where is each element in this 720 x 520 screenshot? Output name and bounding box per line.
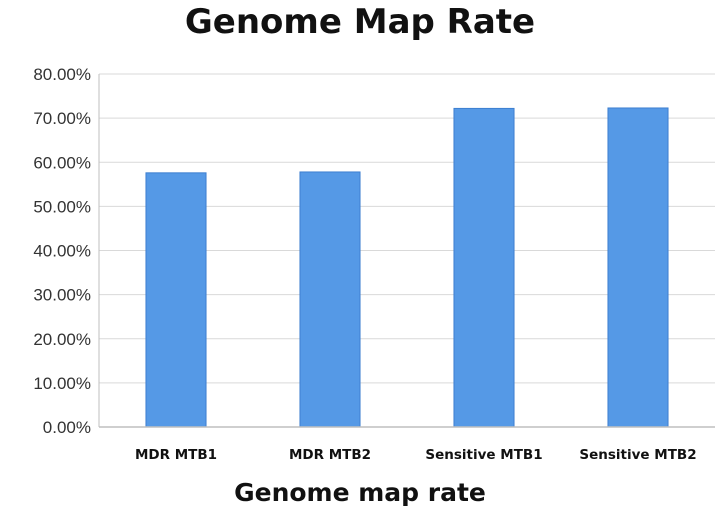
x-tick-label: Sensitive MTB1 bbox=[425, 447, 542, 463]
y-tick-label: 60.00% bbox=[33, 153, 91, 172]
y-tick-label: 70.00% bbox=[33, 109, 91, 128]
bar bbox=[145, 172, 207, 428]
y-tick-label: 0.00% bbox=[43, 418, 91, 437]
chart-title: Genome Map Rate bbox=[184, 2, 536, 42]
bar bbox=[607, 107, 669, 428]
x-axis-title: Genome map rate bbox=[234, 478, 486, 507]
y-tick-labels: 0.00% 10.00% 20.00% 30.00% 40.00% 50.00% 60.00… bbox=[33, 65, 91, 437]
y-tick-label: 10.00% bbox=[33, 374, 91, 393]
y-tick-label: 20.00% bbox=[33, 330, 91, 349]
bar bbox=[453, 107, 515, 428]
y-tick-label: 80.00% bbox=[33, 65, 91, 84]
y-tick-label: 40.00% bbox=[33, 242, 91, 261]
x-tick-label: MDR MTB2 bbox=[289, 447, 371, 463]
y-tick-label: 30.00% bbox=[33, 286, 91, 305]
y-tick-label: 50.00% bbox=[33, 197, 91, 216]
bar bbox=[299, 171, 361, 428]
axes bbox=[98, 74, 715, 428]
x-tick-label: Sensitive MTB2 bbox=[579, 447, 696, 463]
x-tick-label: MDR MTB1 bbox=[135, 447, 217, 463]
bar-series bbox=[145, 107, 669, 428]
x-tick-labels: MDR MTB1 MDR MTB2 Sensitive MTB1 Sensitive … bbox=[135, 447, 697, 463]
